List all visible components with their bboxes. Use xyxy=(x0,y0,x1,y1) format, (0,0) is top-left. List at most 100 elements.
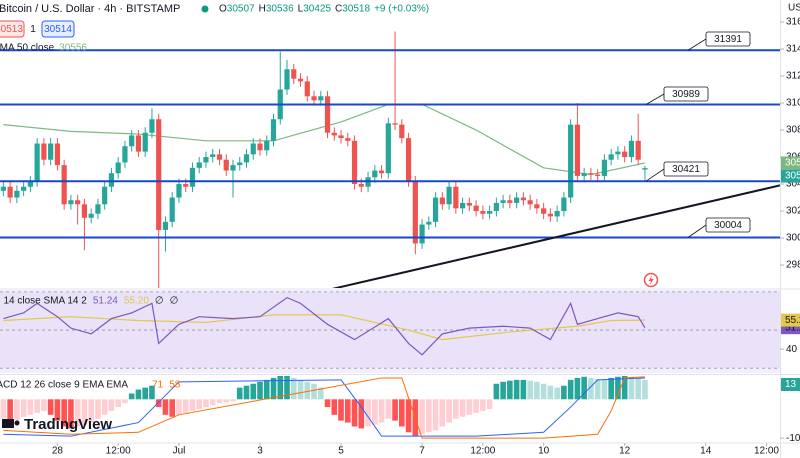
macd-histogram-bar xyxy=(392,399,398,421)
macd-histogram-bar xyxy=(513,379,520,400)
x-tick-label: 28 xyxy=(52,446,64,457)
candle-body xyxy=(392,123,398,125)
macd-histogram-bar xyxy=(385,399,392,419)
macd-histogram-bar xyxy=(561,385,567,400)
macd-histogram-bar xyxy=(480,399,486,411)
macd-histogram-bar xyxy=(500,381,506,400)
candle-body xyxy=(412,181,418,244)
macd-histogram-bar xyxy=(115,399,121,408)
candle-body xyxy=(345,138,351,141)
macd-histogram-bar xyxy=(169,399,176,417)
candle-body xyxy=(230,165,236,171)
candle-body xyxy=(108,173,115,187)
buy-button[interactable]: 30514 xyxy=(41,20,75,38)
macd-histogram-bar xyxy=(0,399,7,419)
sell-price[interactable]: 30513 xyxy=(0,24,23,35)
macd-histogram-bar xyxy=(34,399,40,413)
macd-histogram-bar xyxy=(439,399,446,427)
macd-histogram-bar xyxy=(135,389,142,400)
macd-histogram-bar xyxy=(277,376,284,400)
price-axis-box xyxy=(781,169,800,183)
candle-body xyxy=(142,132,148,152)
rsi-axis-box-label: 51.24 xyxy=(785,322,800,333)
candle-body xyxy=(358,184,364,187)
candle-body xyxy=(574,124,581,176)
candle-body xyxy=(439,197,445,205)
macd-histogram-bar xyxy=(642,379,648,400)
macd-line xyxy=(3,377,645,437)
macd-histogram-bar xyxy=(378,399,385,423)
macd-histogram-bar xyxy=(365,399,371,427)
candle-body xyxy=(338,135,344,139)
macd-histogram-bar xyxy=(547,385,554,400)
macd-histogram-bar xyxy=(7,399,13,423)
candle-body xyxy=(372,170,378,178)
ohlc-value: 30507 xyxy=(227,4,255,15)
sma-line xyxy=(3,103,646,176)
level-leader xyxy=(687,224,707,238)
x-tick-label: 12:00 xyxy=(106,446,131,457)
candle-body xyxy=(102,186,108,205)
macd-histogram-bar xyxy=(581,376,587,400)
x-tick-label: Jul xyxy=(173,446,186,457)
brand-name: TradingView xyxy=(24,416,112,433)
sell-button[interactable]: 30513 xyxy=(0,20,25,38)
candle-body xyxy=(54,143,61,166)
sell-button-box[interactable] xyxy=(0,20,25,38)
y-tick-label: 31600 xyxy=(786,17,800,28)
macd-histogram-bar xyxy=(297,379,304,400)
macd-histogram-bar xyxy=(473,399,479,413)
buy-price[interactable]: 30514 xyxy=(44,24,72,35)
level-leader xyxy=(687,38,707,51)
macd-histogram-bar xyxy=(594,379,601,400)
candle-body xyxy=(304,81,310,97)
y-tick-label: 30000 xyxy=(786,233,800,244)
candle-body xyxy=(568,124,574,198)
macd-histogram-bar xyxy=(466,399,473,415)
candle-body xyxy=(7,186,13,198)
macd-histogram-bar xyxy=(372,399,378,425)
candle-body xyxy=(547,213,553,217)
x-tick-label: 5 xyxy=(338,446,344,457)
macd-histogram-bar xyxy=(128,393,135,400)
candle-body xyxy=(331,132,337,136)
tradingview-logo: TradingView xyxy=(2,416,112,433)
macd-histogram-bar xyxy=(68,399,74,429)
candle-body xyxy=(41,143,47,160)
currency: USD xyxy=(788,3,800,14)
candle-body xyxy=(75,200,81,205)
macd-histogram-bar xyxy=(101,399,108,415)
candle-body xyxy=(61,165,67,205)
candle-body xyxy=(237,162,243,166)
candle-body xyxy=(541,208,547,214)
candle-body xyxy=(405,138,412,182)
candle-body xyxy=(48,143,54,160)
alert-icon[interactable] xyxy=(643,272,659,288)
buy-button-box[interactable] xyxy=(41,20,75,38)
candle-body xyxy=(466,202,472,206)
macd-histogram-bar xyxy=(426,399,432,433)
x-tick-label: 10 xyxy=(538,446,550,457)
candle-body xyxy=(183,184,189,187)
candle-body xyxy=(446,186,452,205)
candle-body xyxy=(378,170,385,174)
macd-histogram-bar xyxy=(621,376,628,400)
ohlc-label: C xyxy=(335,4,342,15)
level-label: 31391 xyxy=(714,34,742,45)
candle-body xyxy=(14,190,20,198)
macd-histogram-bar xyxy=(628,376,635,400)
macd-histogram-bar xyxy=(432,399,439,431)
rsi-legend-value: ∅ xyxy=(155,296,164,307)
candle-body xyxy=(223,159,229,171)
macd-histogram-bar xyxy=(317,387,324,400)
alert-icon-bolt[interactable] xyxy=(648,275,654,285)
candle-body xyxy=(473,205,479,212)
legend-overlay: Bitcoin / U.S. Dollar · 4h · BITSTAMP 30… xyxy=(0,3,800,433)
candle-body xyxy=(210,154,216,158)
candle-body xyxy=(507,200,513,203)
candle-body xyxy=(351,140,358,185)
symbol-title: Bitcoin / U.S. Dollar · 4h · BITSTAMP xyxy=(0,3,180,15)
macd-histogram-bar xyxy=(14,399,20,421)
rsi-axis-box xyxy=(781,313,800,327)
